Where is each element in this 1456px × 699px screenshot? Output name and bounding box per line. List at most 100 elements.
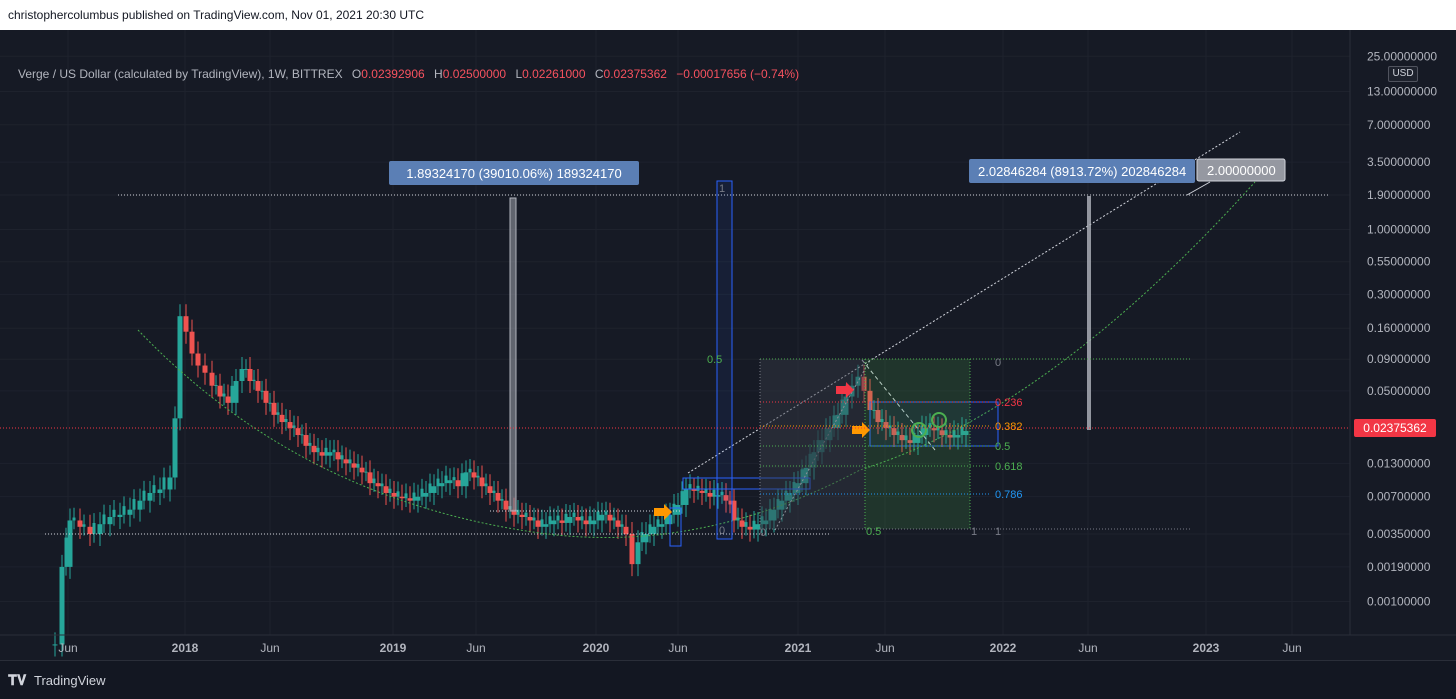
candle-body <box>656 519 660 527</box>
candle-body <box>162 477 166 490</box>
candle-body <box>620 524 624 527</box>
change-value: −0.00017656 (−0.74%) <box>676 67 800 81</box>
candle-body <box>239 369 245 382</box>
candle-body <box>404 493 408 499</box>
candle-body <box>784 490 788 501</box>
candle-body <box>691 489 697 491</box>
measure-bar-2[interactable] <box>1087 196 1091 430</box>
candle-body <box>396 491 400 497</box>
candle-body <box>476 475 480 478</box>
fib-label-0382: 0.382 <box>995 421 1023 433</box>
candle-body <box>225 396 231 403</box>
target-circle-1-icon <box>911 422 927 438</box>
candle-body <box>468 468 472 473</box>
candle-body <box>420 488 424 497</box>
candle-body <box>556 515 560 521</box>
candle-body <box>540 519 544 527</box>
candle-body <box>195 353 201 366</box>
candle-body <box>612 517 616 521</box>
candle-body <box>768 508 772 521</box>
candle-body <box>936 426 940 431</box>
candle-body <box>640 532 644 543</box>
time-tick-label: 2023 <box>1193 641 1220 655</box>
measure-bar-1[interactable] <box>509 197 517 512</box>
price-scale[interactable]: 25.00000000 13.00000000 7.00000000 3.500000… <box>1349 30 1437 635</box>
candle-body <box>487 486 493 493</box>
candle-body <box>380 483 384 487</box>
current-price-value: 0.02375362 <box>1363 421 1427 435</box>
candle-body <box>787 492 793 501</box>
candle-body <box>67 520 73 567</box>
time-tick-label: Jun <box>1282 641 1301 655</box>
candle-body <box>843 396 849 415</box>
candle-body <box>840 399 844 415</box>
candle-body <box>803 467 809 484</box>
candle-body <box>122 506 126 515</box>
candle-body <box>52 644 58 646</box>
candle-body <box>696 485 700 491</box>
price-tick-label: 0.01300000 <box>1367 456 1431 470</box>
target-label-box[interactable] <box>1196 158 1286 182</box>
time-tick-label: Jun <box>668 641 687 655</box>
candle-body <box>635 542 641 565</box>
fib-zone-right[interactable] <box>865 359 970 529</box>
candle-body <box>284 418 288 423</box>
fib-left-zero-label: 0 <box>760 527 766 539</box>
candle-body <box>428 483 432 493</box>
time-scale[interactable]: Jun 2018 Jun 2019 Jun 2020 Jun 2021 Jun 2022 Jun 20… <box>0 634 1456 655</box>
trend-line-upper <box>687 131 1241 474</box>
candle-body <box>728 500 732 505</box>
currency-badge[interactable]: USD <box>1388 66 1418 82</box>
candle-body <box>447 480 453 484</box>
candle-body <box>324 447 328 456</box>
candle-body <box>172 418 178 478</box>
candle-body <box>559 520 565 523</box>
candle-body <box>479 477 485 487</box>
candle-body <box>928 423 932 429</box>
blue-small-box-2[interactable] <box>682 477 811 490</box>
candle-body <box>59 566 65 645</box>
candle-body <box>516 509 520 515</box>
high-value: 0.02500000 <box>442 67 507 81</box>
candle-body <box>771 509 777 521</box>
measure-label-1-box[interactable] <box>389 161 639 185</box>
price-tick-label: 0.55000000 <box>1367 255 1431 269</box>
candle-body <box>643 534 649 543</box>
candle-body <box>209 372 215 386</box>
candle-body <box>672 503 676 515</box>
candle-body <box>659 524 665 527</box>
blue-small-box-1[interactable] <box>669 507 682 547</box>
candle-body <box>436 478 440 487</box>
price-chart[interactable]: 1.89324170 (39010.06%) 189324170 2.02846… <box>0 30 1456 660</box>
trend-line-down <box>861 359 936 451</box>
price-tick-label: 13.00000000 <box>1367 84 1437 98</box>
symbol-legend[interactable]: Verge / US Dollar (calculated by Trading… <box>18 67 799 81</box>
price-tick-label: 0.30000000 <box>1367 287 1431 301</box>
candle-body <box>752 520 756 530</box>
time-tick-label: 2021 <box>785 641 812 655</box>
candle-body <box>327 452 333 456</box>
candle-body <box>524 512 528 517</box>
current-price-tag: 0.02375362 <box>1354 419 1436 437</box>
candle-body <box>920 425 924 436</box>
blue-range-box[interactable] <box>716 180 733 540</box>
price-tick-label: 0.00100000 <box>1367 594 1431 608</box>
time-tick-label: 2019 <box>380 641 407 655</box>
measure-label-2-box[interactable] <box>969 159 1195 183</box>
low-value: 0.02261000 <box>522 67 586 81</box>
candle-body <box>532 517 536 521</box>
candle-body <box>955 435 961 438</box>
candle-body <box>683 489 689 505</box>
candle-body <box>947 435 953 438</box>
candle-body <box>604 511 608 515</box>
chart-pane[interactable]: 1.89324170 (39010.06%) 189324170 2.02846… <box>0 30 1456 660</box>
price-tick-label: 7.00000000 <box>1367 118 1431 132</box>
drawings[interactable]: 1.89324170 (39010.06%) 189324170 2.02846… <box>0 131 1350 547</box>
candle-body <box>64 537 68 567</box>
candle-body <box>707 492 713 497</box>
candle-body <box>319 452 325 456</box>
candle-body <box>82 524 86 527</box>
fib-left-bottom-label: 0.5 <box>866 526 881 538</box>
high-label: H <box>434 67 443 81</box>
candle-body <box>359 467 365 473</box>
